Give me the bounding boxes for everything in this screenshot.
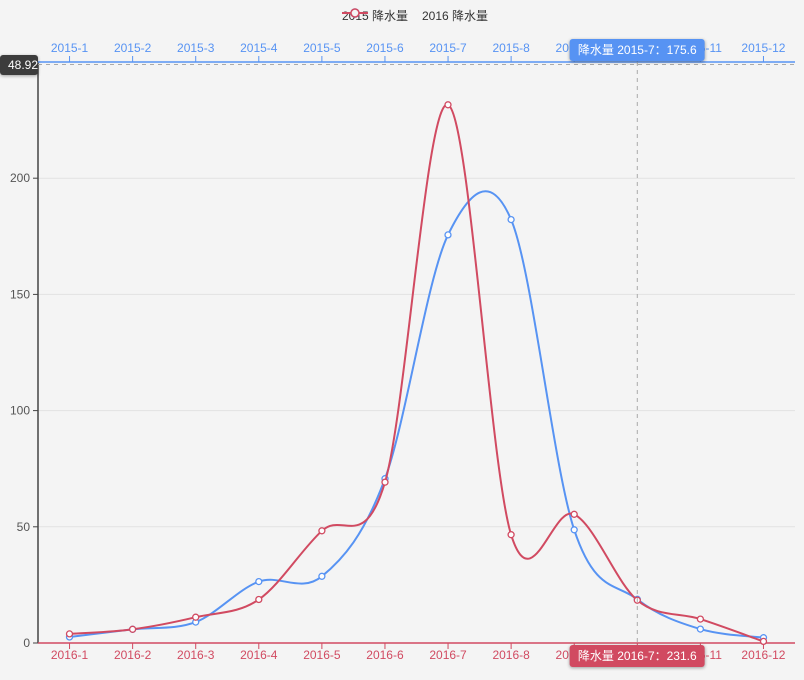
x-axis-bottom-label: 2016-3 xyxy=(177,648,215,662)
data-point-series-0[interactable] xyxy=(570,526,578,534)
y-axis-label: 0 xyxy=(23,636,30,650)
data-point-series-0[interactable] xyxy=(318,572,326,580)
x-axis-top-label: 2015-6 xyxy=(366,41,404,55)
data-point-series-1[interactable] xyxy=(192,613,200,621)
data-point-series-1[interactable] xyxy=(255,595,263,604)
data-point-series-1[interactable] xyxy=(444,101,452,109)
data-point-series-0[interactable] xyxy=(255,577,263,586)
legend: 2015 降水量 2016 降水量 xyxy=(341,7,489,24)
series-line-1 xyxy=(68,103,765,643)
data-point-series-1[interactable] xyxy=(759,637,768,646)
x-axis-bottom-label: 2016-6 xyxy=(366,648,404,662)
x-axis-bottom-label: 2016-8 xyxy=(492,648,530,662)
data-point-series-1[interactable] xyxy=(507,531,515,539)
axis-pointer-label-y: 48.92 xyxy=(0,54,38,75)
x-axis-bottom-label: 2016-12 xyxy=(741,648,785,662)
y-axis-label: 100 xyxy=(10,404,30,418)
y-axis-label: 50 xyxy=(17,520,31,534)
x-axis-top-label: 2015-3 xyxy=(177,41,215,55)
x-axis-bottom-label: 2016-5 xyxy=(303,648,341,662)
axis-pointer-label-bottom: 降水量 2016-7：231.6 xyxy=(569,645,705,667)
data-point-series-0[interactable] xyxy=(444,231,452,239)
data-point-series-1[interactable] xyxy=(318,527,326,535)
data-point-series-1[interactable] xyxy=(570,510,578,518)
x-axis-top-label: 2015-5 xyxy=(303,41,341,55)
data-point-series-1[interactable] xyxy=(65,630,74,638)
data-point-series-1[interactable] xyxy=(696,615,705,623)
data-point-series-1[interactable] xyxy=(128,625,137,633)
x-axis-top-label: 2015-4 xyxy=(240,41,278,55)
legend-item-1[interactable]: 2016 降水量 xyxy=(341,7,489,24)
data-point-series-1[interactable] xyxy=(381,478,389,486)
x-axis-bottom-label: 2016-2 xyxy=(114,648,152,662)
data-point-series-0[interactable] xyxy=(507,215,515,224)
y-axis-label: 200 xyxy=(10,171,30,185)
x-axis-top-label: 2015-1 xyxy=(51,41,89,55)
x-axis-top-label: 2015-12 xyxy=(741,41,785,55)
x-axis-bottom-label: 2016-1 xyxy=(51,648,89,662)
x-axis-top-label: 2015-8 xyxy=(492,41,530,55)
x-axis-top-label: 2015-2 xyxy=(114,41,152,55)
data-point-series-0[interactable] xyxy=(696,625,705,633)
x-axis-top-label: 2015-7 xyxy=(429,41,467,55)
axis-pointer-label-top: 降水量 2015-7：175.6 xyxy=(569,39,705,61)
line-series-icon xyxy=(341,8,368,18)
legend-item-label: 2016 降水量 xyxy=(422,9,489,23)
x-axis-bottom-label: 2016-7 xyxy=(429,648,467,662)
x-axis-bottom-label: 2016-4 xyxy=(240,648,278,662)
y-axis-label: 150 xyxy=(10,287,30,301)
